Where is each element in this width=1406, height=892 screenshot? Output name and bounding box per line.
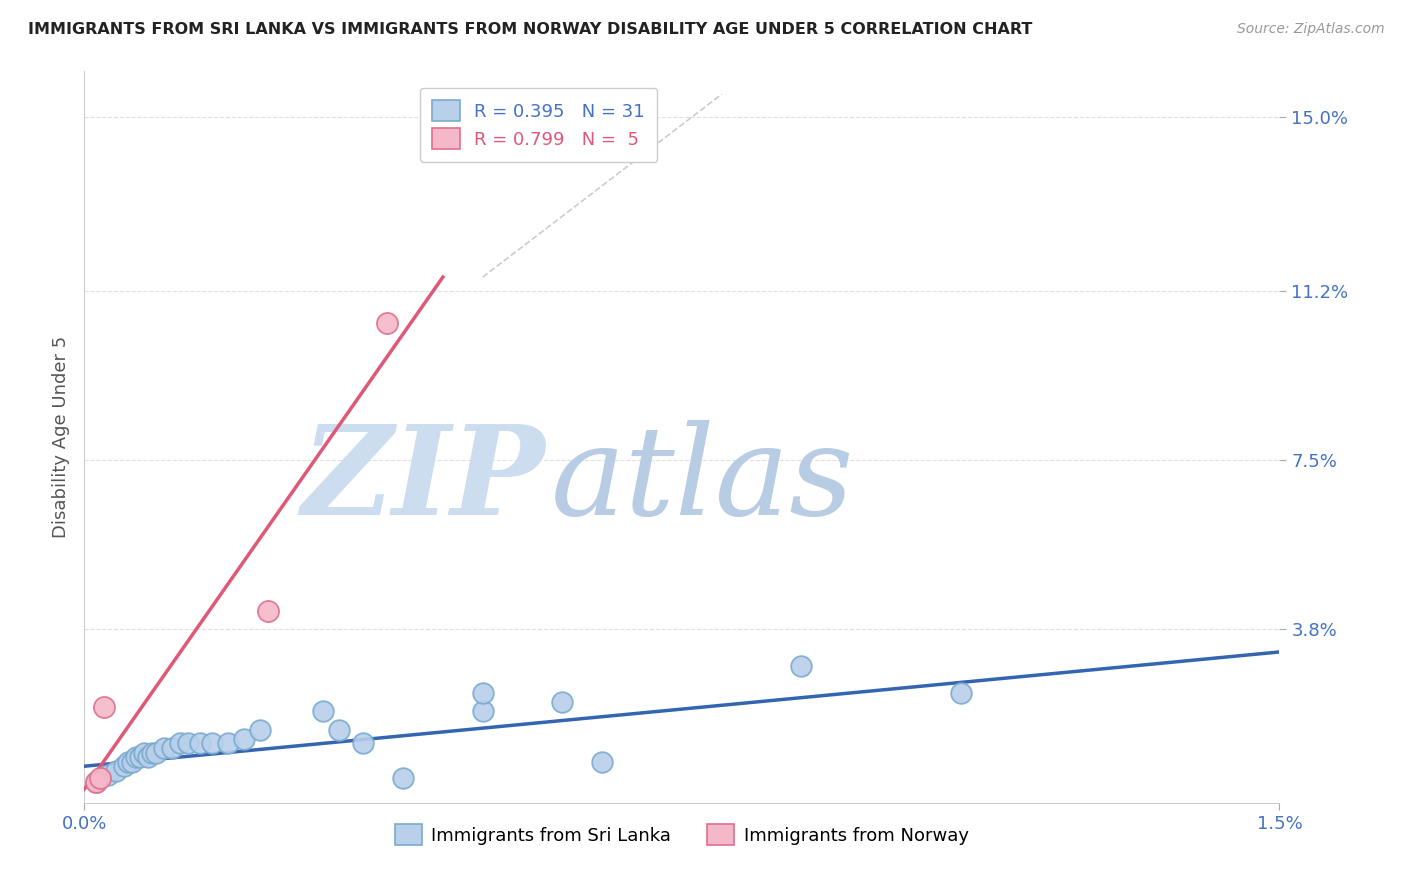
Point: [112, 759, 135, 773]
Legend: Immigrants from Sri Lanka, Immigrants from Norway: Immigrants from Sri Lanka, Immigrants fr…: [388, 817, 976, 852]
Text: IMMIGRANTS FROM SRI LANKA VS IMMIGRANTS FROM NORWAY DISABILITY AGE UNDER 5 CORRE: IMMIGRANTS FROM SRI LANKA VS IMMIGRANTS …: [28, 22, 1032, 37]
Point: [201, 736, 224, 750]
Y-axis label: Disability Age Under 5: Disability Age Under 5: [52, 336, 70, 538]
Point: [89, 771, 111, 785]
Point: [188, 736, 211, 750]
Point: [145, 746, 167, 760]
Point: [375, 316, 398, 330]
Point: [352, 736, 374, 750]
Point: [551, 695, 574, 709]
Point: [949, 686, 972, 700]
Point: [86, 775, 108, 789]
Point: [129, 750, 152, 764]
Point: [169, 736, 191, 750]
Point: [86, 775, 108, 789]
Text: atlas: atlas: [551, 420, 853, 541]
Point: [392, 771, 415, 785]
Point: [232, 731, 254, 746]
Text: ZIP: ZIP: [301, 420, 544, 541]
Point: [121, 755, 143, 769]
Point: [471, 686, 494, 700]
Point: [217, 736, 239, 750]
Point: [312, 705, 335, 719]
Point: [153, 740, 176, 755]
Point: [105, 764, 128, 778]
Point: [790, 658, 813, 673]
Point: [93, 699, 115, 714]
Point: [177, 736, 200, 750]
Point: [591, 755, 613, 769]
Point: [256, 604, 278, 618]
Point: [249, 723, 271, 737]
Point: [125, 750, 148, 764]
Point: [117, 755, 139, 769]
Point: [160, 740, 183, 755]
Point: [328, 723, 350, 737]
Text: Source: ZipAtlas.com: Source: ZipAtlas.com: [1237, 22, 1385, 37]
Point: [136, 750, 159, 764]
Point: [471, 705, 494, 719]
Point: [141, 746, 163, 760]
Point: [132, 746, 156, 760]
Point: [97, 768, 120, 782]
